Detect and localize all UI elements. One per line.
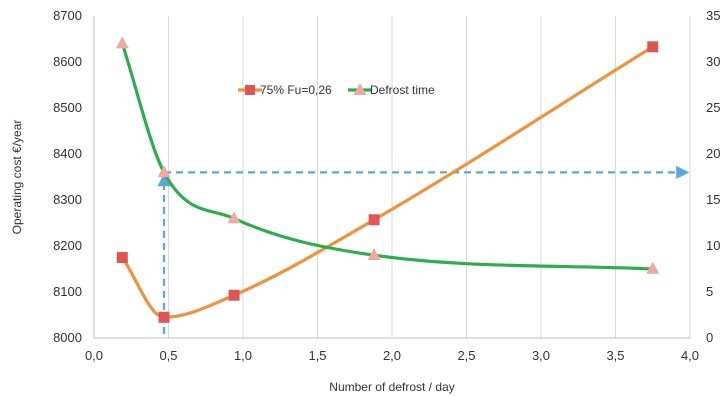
x-tick-label: 2,5 — [457, 348, 475, 363]
y2-tick-label: 15 — [706, 192, 720, 207]
series-line-2 — [120, 42, 655, 271]
plot-area — [93, 16, 690, 339]
x-tick-label: 4,0 — [681, 348, 699, 363]
legend-marker-square — [245, 85, 255, 95]
legend-label-1: 75% Fu=0,26 — [260, 83, 332, 97]
y2-tick-labels: 0 5 10 15 20 25 30 35 — [706, 8, 720, 345]
x-tick-label: 0,5 — [159, 348, 177, 363]
y-tick-labels: 8000 8100 8200 8300 8400 8500 8600 8700 — [53, 8, 82, 345]
data-point-triangle — [115, 36, 129, 49]
y2-tick-label: 25 — [706, 100, 720, 115]
x-axis-title: Number of defrost / day — [329, 380, 454, 394]
y2-tick-label: 30 — [706, 54, 720, 69]
y2-tick-label: 5 — [706, 284, 713, 299]
x-tick-label: 1,5 — [308, 348, 326, 363]
x-tick-label: 3,0 — [532, 348, 550, 363]
y2-tick-label: 0 — [706, 330, 713, 345]
y-tick-label: 8100 — [53, 284, 82, 299]
data-point-triangle — [227, 211, 241, 224]
data-point-square — [647, 41, 659, 53]
y-tick-label: 8600 — [53, 54, 82, 69]
x-tick-label: 0,0 — [85, 348, 103, 363]
data-point-square — [368, 214, 380, 226]
y-tick-label: 8200 — [53, 238, 82, 253]
y2-tick-label: 35 — [706, 8, 720, 23]
y-tick-label: 8300 — [53, 192, 82, 207]
x-tick-label: 3,5 — [606, 348, 624, 363]
y-tick-label: 8500 — [53, 100, 82, 115]
data-point-triangle — [157, 165, 171, 178]
x-tick-labels: 0,0 0,5 1,0 1,5 2,0 2,5 3,0 3,5 4,0 — [85, 348, 699, 363]
annotation-arrows — [157, 165, 690, 334]
x-tick-label: 1,0 — [234, 348, 252, 363]
y2-tick-label: 10 — [706, 238, 720, 253]
data-point-square — [158, 311, 170, 323]
y-tick-label: 8400 — [53, 146, 82, 161]
series-group — [115, 36, 660, 323]
legend-marker-triangle — [353, 83, 367, 95]
y-tick-label: 8700 — [53, 8, 82, 23]
grid — [93, 16, 691, 338]
x-tick-label: 2,0 — [383, 348, 401, 363]
y-axis-title: Operating cost €/year — [10, 120, 24, 235]
data-point-square — [228, 289, 240, 301]
data-point-square — [116, 252, 128, 263]
y-tick-label: 8000 — [53, 330, 82, 345]
data-point-triangle — [646, 261, 660, 274]
data-point-triangle — [367, 248, 381, 260]
legend: 75% Fu=0,26 Defrost time — [238, 83, 435, 97]
legend-label-2: Defrost time — [370, 83, 435, 97]
y2-tick-label: 20 — [706, 146, 720, 161]
